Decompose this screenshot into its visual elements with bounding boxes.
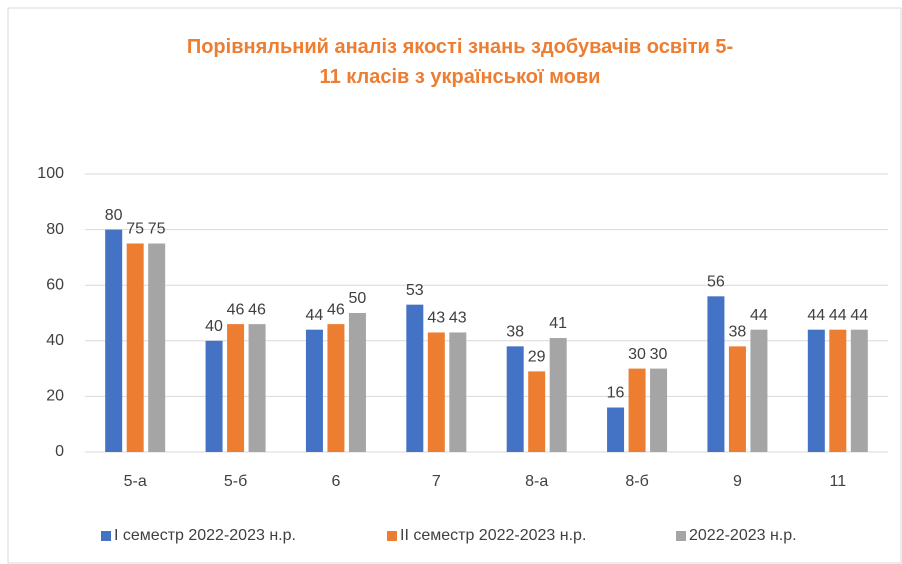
value-label: 46 (227, 301, 245, 318)
value-label: 44 (750, 307, 768, 324)
value-label: 41 (549, 315, 567, 332)
bar (607, 407, 625, 452)
bar (227, 324, 245, 452)
bar (628, 368, 646, 452)
value-label: 30 (650, 346, 668, 363)
bar (205, 340, 223, 452)
bar (807, 329, 825, 452)
bar (148, 243, 166, 452)
bar (105, 229, 123, 452)
value-label: 56 (707, 274, 725, 291)
value-label: 75 (126, 221, 144, 238)
legend-label: I семестр 2022-2023 н.р. (114, 527, 296, 544)
bar (750, 329, 768, 452)
legend-swatch (676, 531, 686, 541)
y-tick-label: 20 (46, 388, 64, 405)
value-label: 43 (427, 310, 445, 327)
value-label: 38 (729, 324, 747, 341)
value-label: 44 (850, 307, 868, 324)
bar (728, 346, 746, 452)
value-label: 53 (406, 282, 424, 299)
bar (327, 324, 345, 452)
chart-border (7, 7, 902, 564)
value-label: 40 (205, 318, 223, 335)
y-tick-label: 40 (46, 332, 64, 349)
y-tick-label: 60 (46, 276, 64, 293)
x-tick-label: 7 (432, 473, 441, 490)
bar (348, 313, 366, 452)
y-tick-label: 0 (55, 443, 64, 460)
bar (850, 329, 868, 452)
x-tick-label: 6 (331, 473, 340, 490)
value-label: 29 (528, 349, 546, 366)
legend-label: 2022-2023 н.р. (689, 527, 797, 544)
bar (707, 296, 725, 452)
x-tick-label: 9 (733, 473, 742, 490)
value-label: 50 (349, 290, 367, 307)
value-label: 75 (148, 221, 166, 238)
y-tick-label: 100 (37, 165, 64, 182)
value-label: 44 (807, 307, 825, 324)
bar (506, 346, 524, 452)
y-tick-label: 80 (46, 221, 64, 238)
bar (528, 371, 546, 452)
value-label: 38 (506, 324, 524, 341)
bar (305, 329, 323, 452)
x-tick-label: 8-а (525, 473, 548, 490)
bar (248, 324, 266, 452)
value-label: 44 (306, 307, 324, 324)
legend-label: II семестр 2022-2023 н.р. (400, 527, 586, 544)
x-tick-label: 5-а (124, 473, 147, 490)
chart-title: Порівняльний аналіз якості знань здобува… (186, 36, 734, 88)
bar (449, 332, 467, 452)
value-label: 80 (105, 207, 123, 224)
value-label: 16 (607, 385, 625, 402)
x-tick-label: 11 (830, 473, 847, 490)
bar (549, 338, 567, 452)
bar (829, 329, 847, 452)
bar (126, 243, 144, 452)
bar (650, 368, 668, 452)
x-tick-label: 5-б (224, 473, 247, 490)
value-label: 46 (248, 301, 266, 318)
value-label: 43 (449, 310, 467, 327)
legend-swatch (387, 531, 397, 541)
x-tick-label: 8-б (625, 473, 648, 490)
value-label: 30 (628, 346, 646, 363)
legend-swatch (101, 531, 111, 541)
bar (406, 304, 424, 452)
value-label: 46 (327, 301, 345, 318)
bar (427, 332, 445, 452)
value-label: 44 (829, 307, 847, 324)
